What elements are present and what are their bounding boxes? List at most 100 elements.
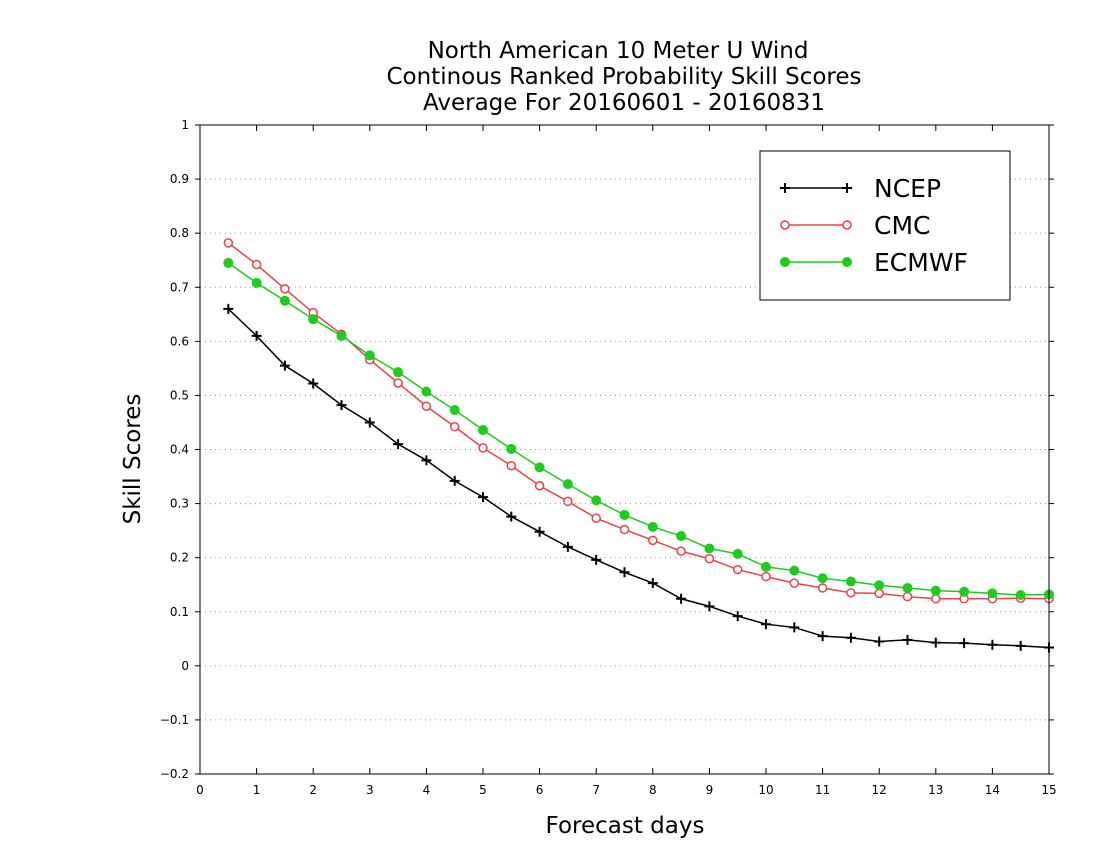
legend-marker (780, 257, 790, 267)
ncep-point (364, 417, 375, 428)
series-layer (223, 238, 1054, 653)
y-tick-label: −0.2 (160, 767, 189, 781)
y-tick-label: 0 (181, 659, 189, 673)
ecmwf-point (251, 277, 262, 288)
ecmwf-point (279, 295, 290, 306)
ecmwf-point (591, 495, 602, 506)
ncep-point (421, 455, 432, 466)
cmc-point (223, 238, 234, 248)
y-tick-label: 0.9 (170, 172, 189, 186)
ncep-point (223, 303, 234, 314)
x-tick-label: 10 (758, 783, 773, 797)
y-tick-label: 0.2 (170, 551, 189, 565)
ecmwf-point (308, 314, 319, 325)
series-ecmwf (223, 257, 1054, 600)
cmc-point (506, 460, 517, 471)
ecmwf-point (506, 443, 517, 454)
cmc-point (846, 588, 856, 598)
y-tick-label: 0.8 (170, 226, 189, 240)
ncep-point (534, 526, 545, 537)
cmc-point (704, 553, 715, 564)
x-tick-label: 6 (536, 783, 544, 797)
cmc-point (676, 546, 686, 556)
ncep-point (336, 400, 347, 411)
cmc-point (478, 443, 488, 453)
ecmwf-line (227, 262, 1050, 596)
ecmwf-point (761, 561, 771, 572)
ncep-point (930, 637, 941, 648)
ecmwf-point (534, 462, 545, 473)
ecmwf-point (421, 386, 432, 397)
cmc-point (563, 496, 573, 507)
ecmwf-point (676, 531, 687, 542)
ncep-point (902, 634, 913, 645)
ecmwf-point (930, 585, 941, 596)
x-tick-label: 3 (366, 783, 374, 797)
ecmwf-point (732, 548, 743, 559)
x-tick-label: 2 (309, 783, 317, 797)
x-tick-label: 9 (706, 783, 714, 797)
cmc-point (648, 535, 658, 546)
ecmwf-point (987, 588, 998, 599)
ncep-point (817, 631, 828, 642)
title-line-3: Average For 20160601 - 20160831 (423, 90, 825, 116)
ncep-point (308, 378, 319, 389)
x-tick-label: 1 (253, 783, 261, 797)
ncep-point (959, 638, 970, 649)
ecmwf-point (619, 509, 630, 520)
x-axis-title: Forecast days (546, 813, 705, 839)
ncep-point (987, 639, 998, 650)
ncep-point (449, 475, 460, 486)
ecmwf-point (393, 367, 404, 378)
ncep-point (647, 578, 658, 589)
legend-marker (842, 183, 852, 193)
ecmwf-point (817, 573, 828, 584)
ncep-point (279, 360, 290, 371)
ecmwf-point (562, 479, 573, 490)
ncep-point (506, 511, 517, 522)
ecmwf-point (449, 405, 460, 416)
ncep-point (789, 622, 800, 633)
cmc-point (874, 588, 884, 599)
ncep-line (227, 308, 1050, 649)
x-tick-label: 5 (479, 783, 487, 797)
cmc-point (280, 284, 290, 294)
legend-marker (780, 220, 790, 230)
title-line-2: Continous Ranked Probability Skill Score… (386, 64, 861, 90)
ncep-point (704, 601, 715, 612)
x-tick-label: 15 (1041, 783, 1056, 797)
y-tick-label: 0.5 (170, 388, 189, 402)
y-tick-label: 0.1 (170, 605, 189, 619)
cmc-point (591, 513, 601, 523)
legend-marker (842, 220, 852, 230)
ncep-point (562, 541, 573, 552)
ecmwf-point (845, 576, 856, 587)
ecmwf-point (1015, 589, 1026, 600)
title-line-1: North American 10 Meter U Wind (428, 38, 809, 64)
y-tick-label: 0.3 (170, 497, 189, 511)
legend-marker (842, 257, 852, 267)
plot-frame (199, 124, 1050, 775)
x-tick-label: 8 (649, 783, 657, 797)
y-tick-label: 0.4 (170, 443, 189, 457)
cmc-point (732, 564, 743, 575)
y-tick-label: 0.6 (170, 334, 189, 348)
x-tick-label: 11 (815, 783, 830, 797)
ncep-point (478, 492, 488, 503)
ecmwf-point (874, 580, 885, 591)
cmc-point (931, 594, 941, 604)
cmc-point (449, 422, 460, 432)
ecmwf-point (647, 521, 658, 532)
ncep-point (591, 554, 602, 565)
y-tick-label: 0.7 (170, 280, 189, 294)
x-tick-label: 12 (872, 783, 887, 797)
y-tick-label: −0.1 (160, 713, 189, 727)
cmc-point (534, 480, 545, 491)
legend-marker (780, 183, 790, 193)
cmc-point (251, 259, 262, 270)
ecmwf-point (364, 350, 375, 361)
cmc-point (902, 591, 913, 602)
y-tick-label: 1 (181, 118, 189, 132)
x-tick-label: 4 (423, 783, 431, 797)
